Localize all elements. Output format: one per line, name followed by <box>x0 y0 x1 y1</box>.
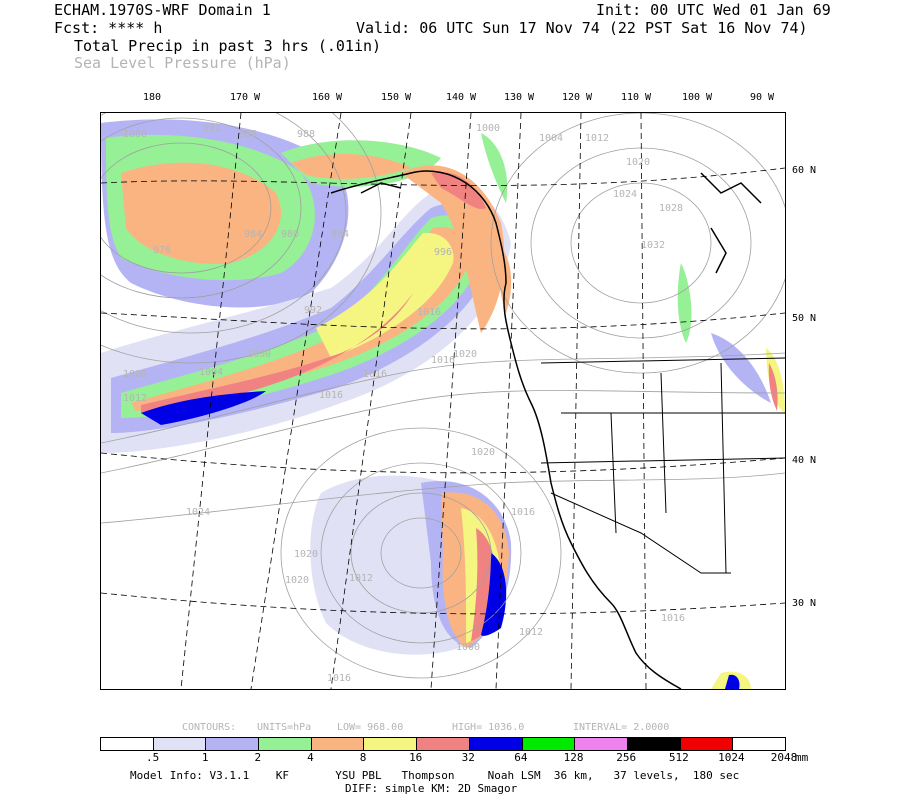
weather-map: 1000 992 988 988 1000 1004 1012 1020 102… <box>100 112 786 690</box>
isobar-label: 1012 <box>519 627 543 638</box>
contour-high: HIGH= 1036.0 <box>452 722 525 733</box>
isobar-label: 1016 <box>661 613 685 624</box>
lon-label: 120 W <box>561 92 593 103</box>
isobar-label: 1020 <box>471 447 495 458</box>
colorbar-swatch <box>101 738 154 750</box>
isobar-label: 1016 <box>431 355 455 366</box>
lon-label: 140 W <box>445 92 477 103</box>
forecast-hour: Fcst: **** h <box>54 19 163 37</box>
lat-label: 30 N <box>792 598 817 609</box>
state-borders <box>540 357 785 574</box>
colorbar-label: 128 <box>563 751 584 764</box>
isobar-label: 1004 <box>199 367 223 378</box>
lat-label: 60 N <box>792 165 817 176</box>
isobar-label: 1016 <box>417 307 441 318</box>
colorbar-label: 1024 <box>718 751 745 764</box>
isobar-label: 996 <box>434 247 452 258</box>
isobar-label: 1008 <box>123 369 147 380</box>
isobar-label: 988 <box>239 129 257 140</box>
colorbar-label: 512 <box>668 751 689 764</box>
isobar-label: 1012 <box>585 133 609 144</box>
colorbar-swatch <box>575 738 628 750</box>
colorbar-swatch <box>153 738 207 750</box>
colorbar-swatch <box>364 738 418 750</box>
isobar-label: 1004 <box>539 133 563 144</box>
colorbar-swatch <box>469 738 523 750</box>
valid-time: Valid: 06 UTC Sun 17 Nov 74 (22 PST Sat … <box>356 19 808 37</box>
colorbar-swatch <box>627 738 681 750</box>
isobar-label: 980 <box>281 229 299 240</box>
isobar-label: 1012 <box>123 393 147 404</box>
isobar-label: 1016 <box>511 507 535 518</box>
isobar-label: 1024 <box>186 507 210 518</box>
colorbar-unit: mm <box>795 751 809 764</box>
lon-label: 160 W <box>311 92 343 103</box>
isobar-label: 1020 <box>294 549 318 560</box>
pressure-field-label: Sea Level Pressure (hPa) <box>74 54 291 72</box>
isobar-label: 992 <box>304 305 322 316</box>
colorbar-label: 256 <box>616 751 637 764</box>
colorbar-label: 64 <box>514 751 528 764</box>
isobar-label: 984 <box>244 229 262 240</box>
lon-label: 150 W <box>380 92 412 103</box>
colorbar-swatch <box>206 738 260 750</box>
colorbar-swatch <box>311 738 365 750</box>
isobar-label: 988 <box>297 129 315 140</box>
isobar-label: 1020 <box>626 157 650 168</box>
isobar-label: 1020 <box>285 575 309 586</box>
model-info: Model Info: V3.1.1 KF YSU PBL Thompson N… <box>130 769 740 782</box>
isobar-label: 1016 <box>363 369 387 380</box>
colorbar-swatch <box>522 738 576 750</box>
colorbar-label: 4 <box>307 751 314 764</box>
contour-units: UNITS=hPa <box>257 722 312 733</box>
isobar-label: 1016 <box>327 673 351 684</box>
isobar-label: 1000 <box>247 349 271 360</box>
lat-lon-grid <box>101 113 785 689</box>
precip-field-label: Total Precip in past 3 hrs (.01in) <box>74 37 382 55</box>
lon-label: 130 W <box>503 92 535 103</box>
model-title: ECHAM.1970S-WRF Domain 1 <box>54 1 271 19</box>
colorbar-swatch <box>259 738 312 750</box>
colorbar-label: 2048 <box>770 751 798 764</box>
isobar-label: 1024 <box>613 189 637 200</box>
isobar-label: 1020 <box>453 349 477 360</box>
isobar-label: 976 <box>153 245 171 256</box>
colorbar-label: 2 <box>254 751 262 764</box>
isobar-label: 992 <box>203 123 221 134</box>
contour-interval: INTERVAL= 2.0000 <box>573 722 670 733</box>
precip-shading <box>101 119 785 689</box>
isobar-label: 1000 <box>123 129 147 140</box>
colorbar-label: 32 <box>461 751 475 764</box>
colorbar-label: .5 <box>145 751 160 764</box>
colorbar-swatch <box>733 738 785 750</box>
lat-label: 40 N <box>792 455 817 466</box>
precip-colorbar <box>100 737 786 751</box>
colorbar-label: 16 <box>409 751 423 764</box>
lon-label: 90 W <box>749 92 775 103</box>
lat-label: 50 N <box>792 313 817 324</box>
lon-label: 170 W <box>229 92 261 103</box>
init-time: Init: 00 UTC Wed 01 Jan 69 <box>596 1 831 19</box>
isobar-labels: 1000 992 988 988 1000 1004 1012 1020 102… <box>123 123 685 684</box>
isobar-label: 1016 <box>319 390 343 401</box>
isobar-label: 1032 <box>641 240 665 251</box>
colorbar-swatch <box>680 738 734 750</box>
diffusion-info: DIFF: simple KM: 2D Smagor <box>345 782 518 795</box>
isobar-label: 1012 <box>349 573 373 584</box>
isobar-label: 984 <box>331 229 349 240</box>
lon-label: 180 <box>142 92 162 103</box>
colorbar-swatch <box>417 738 470 750</box>
coastline <box>330 170 762 689</box>
colorbar-label: 8 <box>359 751 367 764</box>
contour-low: LOW= 968.00 <box>337 722 404 733</box>
colorbar-label: 1 <box>201 751 209 764</box>
isobar-label: 1000 <box>476 123 500 134</box>
contour-heading: CONTOURS: <box>182 722 237 733</box>
lon-label: 100 W <box>681 92 713 103</box>
isobar-label: 1000 <box>456 642 480 653</box>
isobar-label: 1028 <box>659 203 683 214</box>
lon-label: 110 W <box>620 92 652 103</box>
